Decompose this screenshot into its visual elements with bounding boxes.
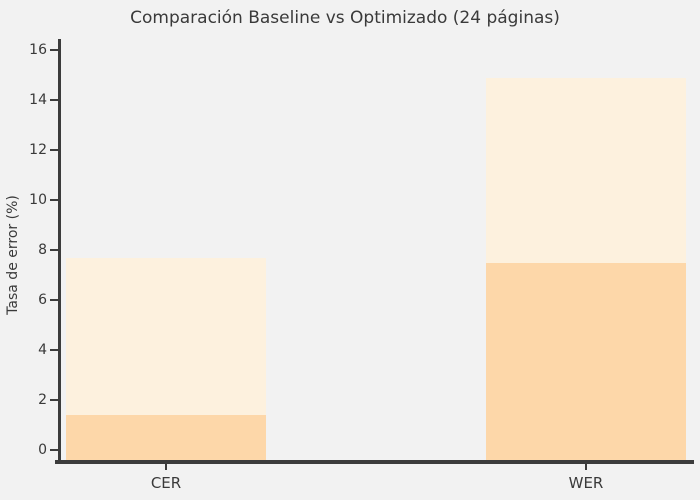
y-tick-mark — [50, 449, 58, 451]
x-tick-label-cer: CER — [150, 474, 182, 492]
y-tick-mark — [50, 299, 58, 301]
y-axis-spine — [58, 39, 61, 463]
bar-optimizado-cer — [66, 415, 266, 460]
y-tick-label: 16 — [29, 42, 47, 58]
bar-optimizado-wer — [486, 262, 686, 460]
x-tick-mark — [165, 463, 167, 470]
y-tick-label: 10 — [29, 192, 47, 208]
x-tick-label-wer: WER — [568, 474, 604, 492]
x-axis-spine — [55, 460, 694, 464]
y-tick-label: 2 — [38, 392, 47, 408]
x-tick-mark — [585, 463, 587, 470]
y-tick-label: 0 — [38, 442, 47, 458]
y-tick-mark — [50, 349, 58, 351]
y-tick-label: 12 — [29, 142, 47, 158]
y-tick-mark — [50, 399, 58, 401]
y-tick-label: 4 — [38, 342, 47, 358]
y-tick-mark — [50, 49, 58, 51]
y-tick-mark — [50, 99, 58, 101]
y-tick-mark — [50, 199, 58, 201]
y-tick-mark — [50, 249, 58, 251]
y-tick-label: 14 — [29, 92, 47, 108]
y-tick-label: 8 — [38, 242, 47, 258]
chart-title: Comparación Baseline vs Optimizado (24 p… — [130, 8, 560, 28]
y-tick-mark — [50, 149, 58, 151]
y-tick-label: 6 — [38, 292, 47, 308]
